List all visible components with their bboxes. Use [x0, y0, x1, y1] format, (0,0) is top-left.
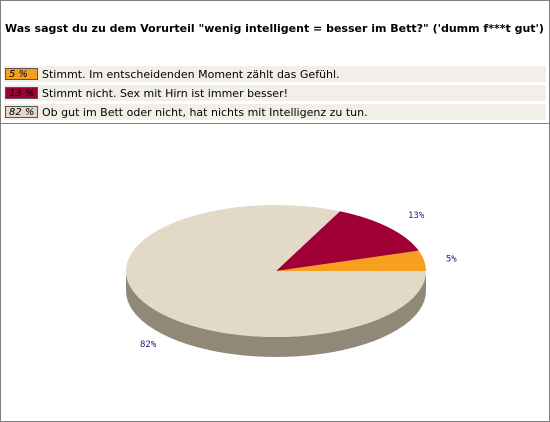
- divider: [1, 123, 549, 124]
- legend-swatch-5: 5 %: [5, 68, 38, 80]
- pie-slice-2: [126, 204, 427, 337]
- pie-slice-0: [276, 250, 426, 271]
- legend-swatch-82: 82 %: [5, 106, 38, 118]
- pie-label-0: 5%: [446, 254, 457, 264]
- legend-label: Stimmt. Im entscheidenden Moment zählt d…: [42, 67, 340, 81]
- pie-chart: 5% 13% 82%: [126, 204, 457, 357]
- pie-slice-1: [276, 211, 419, 271]
- legend: 5 % Stimmt. Im entscheidenden Moment zäh…: [4, 66, 546, 123]
- pie-label-2: 82%: [140, 340, 157, 350]
- poll-question: Was sagst du zu dem Vorurteil "wenig int…: [5, 22, 544, 35]
- pie-side-2: [126, 271, 426, 357]
- legend-label: Stimmt nicht. Sex mit Hirn ist immer bes…: [42, 86, 288, 100]
- pie-label-1: 13%: [408, 211, 425, 221]
- legend-swatch-13: 13 %: [5, 87, 38, 99]
- legend-item: 13 % Stimmt nicht. Sex mit Hirn ist imme…: [4, 85, 546, 101]
- legend-item: 82 % Ob gut im Bett oder nicht, hat nich…: [4, 104, 546, 120]
- legend-label: Ob gut im Bett oder nicht, hat nichts mi…: [42, 105, 368, 119]
- legend-item: 5 % Stimmt. Im entscheidenden Moment zäh…: [4, 66, 546, 82]
